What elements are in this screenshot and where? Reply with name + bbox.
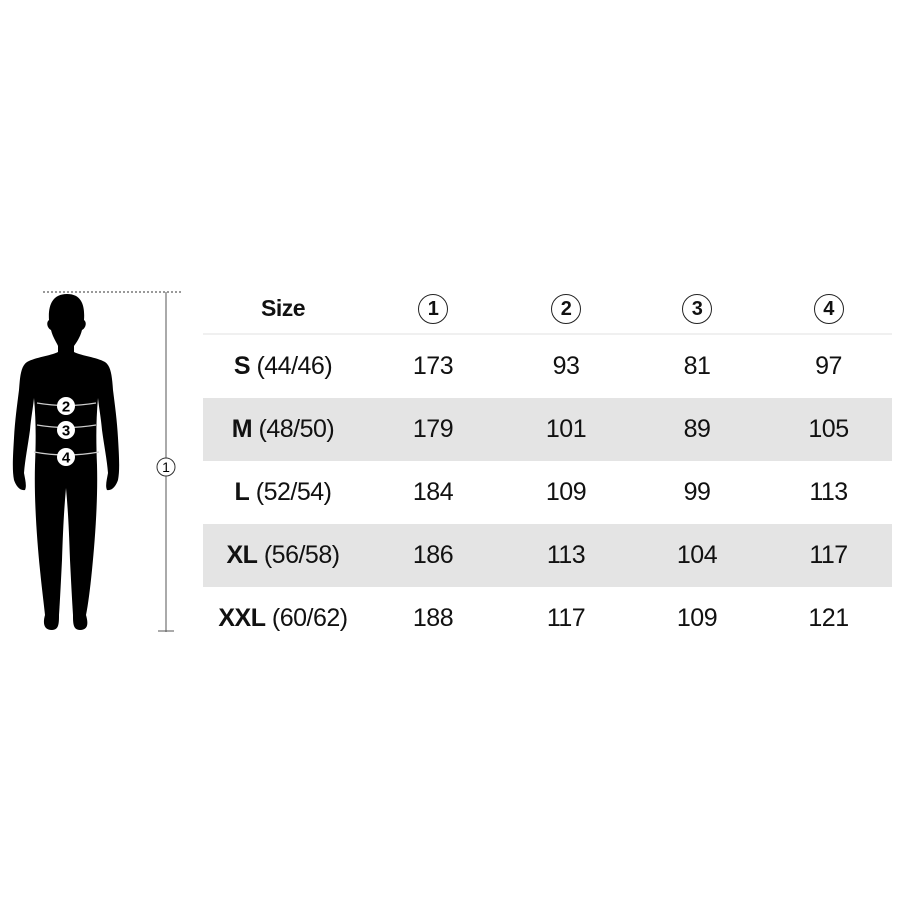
size-letter: L	[234, 478, 250, 506]
header-measure-3: 3	[682, 293, 712, 324]
measure-4-value: 121	[808, 604, 849, 632]
measure-4-value: 97	[815, 352, 842, 380]
size-letter: XL	[226, 541, 258, 569]
size-label: L (52/54)	[203, 478, 363, 507]
measure-3-value: 109	[676, 604, 718, 632]
measure-4-value: 117	[809, 541, 848, 569]
size-letter: M	[231, 415, 253, 443]
measure-2-value: 109	[545, 478, 587, 506]
measure-3-value: 99	[683, 478, 711, 506]
marker-4-icon: 4	[57, 448, 75, 467]
size-letter: S	[233, 352, 251, 380]
measure-4-value: 113	[809, 478, 848, 506]
size-eu: (60/62)	[271, 604, 348, 632]
size-label: XL (56/58)	[203, 541, 363, 570]
measure-3-value: 81	[683, 352, 711, 380]
size-eu: (44/46)	[256, 352, 333, 380]
header-measure-4: 4	[813, 293, 844, 324]
header-measure-1: 1	[418, 293, 448, 324]
marker-2-icon: 2	[57, 397, 75, 416]
table-row: M (48/50) 179 101 89 105	[203, 398, 892, 461]
table-row: S (44/46) 173 93 81 97	[203, 335, 892, 398]
size-eu: (56/58)	[263, 541, 340, 569]
size-label: XXL (60/62)	[203, 604, 363, 633]
measure-2-value: 93	[552, 352, 580, 380]
measure-2-value: 117	[546, 604, 586, 632]
measure-4-value: 105	[808, 415, 849, 443]
svg-text:2: 2	[62, 399, 70, 416]
table-row: XL (56/58) 186 113 104 117	[203, 524, 892, 587]
measure-1-value: 186	[412, 541, 454, 569]
svg-text:1: 1	[162, 459, 170, 475]
measure-1-value: 184	[412, 478, 454, 506]
svg-text:3: 3	[62, 423, 70, 440]
measure-2-value: 113	[546, 541, 586, 569]
measure-1-value: 188	[412, 604, 454, 632]
header-measure-2: 2	[551, 293, 581, 324]
size-label: M (48/50)	[203, 415, 363, 444]
measure-2-value: 101	[545, 415, 587, 443]
size-eu: (48/50)	[258, 415, 335, 443]
measure-1-value: 173	[412, 352, 454, 380]
size-label: S (44/46)	[203, 352, 363, 381]
measure-3-value: 104	[676, 541, 718, 569]
svg-text:4: 4	[62, 450, 71, 467]
marker-1-icon: 1	[156, 457, 176, 477]
measure-3-value: 89	[683, 415, 711, 443]
size-eu: (52/54)	[255, 478, 332, 506]
marker-3-icon: 3	[57, 421, 75, 440]
table-header-row: Size 1 2 3 4	[203, 283, 892, 335]
size-letter: XXL	[218, 604, 266, 632]
header-size: Size	[260, 294, 306, 321]
table-row: L (52/54) 184 109 99 113	[203, 461, 892, 524]
measure-1-value: 179	[412, 415, 454, 443]
size-chart-table: Size 1 2 3 4 S (44/46) 173 93 81 97 M (48/50)…	[203, 283, 892, 650]
body-measurement-figure: 2 3 4 1	[0, 280, 200, 640]
human-silhouette-icon: 2 3 4 1	[12, 291, 183, 632]
table-row: XXL (60/62) 188 117 109 121	[203, 587, 892, 650]
